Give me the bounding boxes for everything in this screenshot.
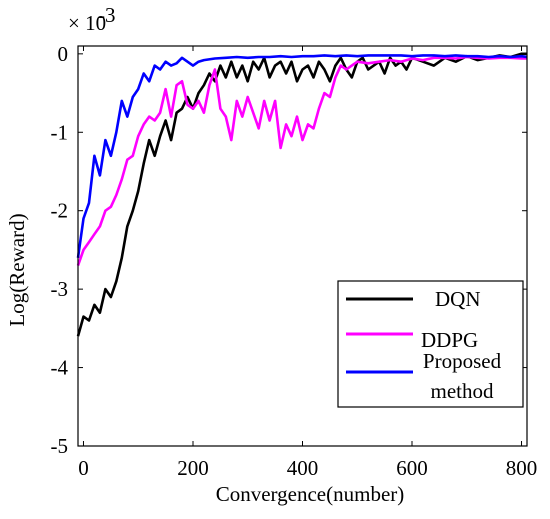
axes: 0 200 400 600 800 0 -1 -2 -3 -4 -5 (51, 42, 538, 480)
legend-label-ddpg: DDPG (421, 328, 478, 352)
y-exponent-base: × 10 (68, 11, 106, 35)
series-line-1 (76, 55, 527, 267)
series-line-0 (76, 52, 527, 337)
x-axis-label: Convergence(number) (216, 482, 405, 506)
x-tick-label: 600 (396, 456, 428, 480)
y-tick-label: -3 (51, 277, 69, 301)
y-axis-label: Log(Reward) (5, 213, 29, 326)
y-tick-label: -4 (51, 356, 69, 380)
series-line-2 (76, 54, 528, 258)
y-exponent-power: -3 (98, 3, 116, 27)
y-tick-label: -1 (51, 120, 69, 144)
legend-box (337, 280, 524, 408)
y-tick-label: -2 (51, 199, 69, 223)
y-tick-label: 0 (58, 42, 69, 66)
x-tick-label: 200 (177, 456, 209, 480)
x-tick-label: 800 (506, 456, 538, 480)
x-tick-label: 0 (78, 456, 89, 480)
y-tick-label: -5 (51, 434, 69, 458)
legend-label-proposed: Proposed method (423, 349, 502, 403)
legend: DQN DDPG Proposed method (337, 280, 524, 408)
legend-label-dqn: DQN (435, 287, 481, 311)
x-tick-label: 400 (287, 456, 319, 480)
plot-area (76, 52, 528, 337)
